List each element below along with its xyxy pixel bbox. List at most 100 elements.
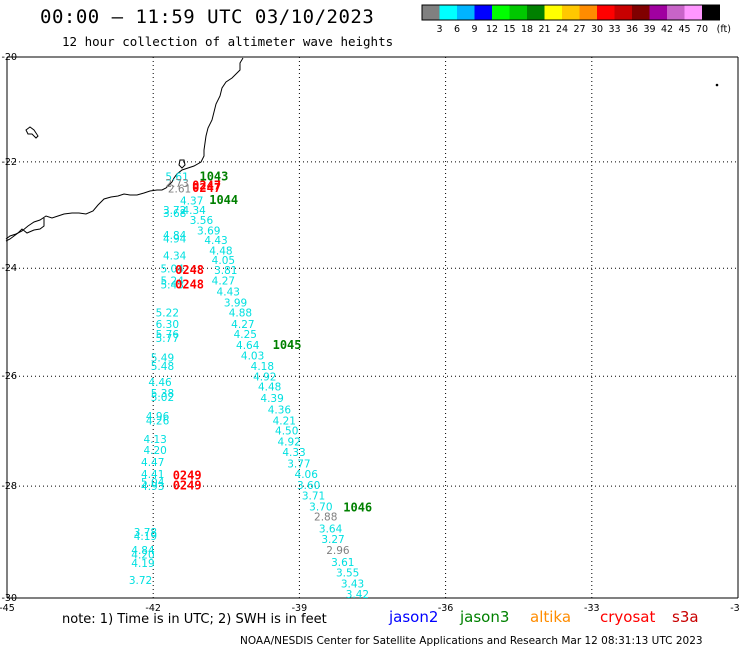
wave-height-label: 4.03 [241, 350, 264, 362]
wave-height-label: 4.50 [275, 426, 298, 438]
wave-height-label: 4.13 [143, 434, 166, 446]
wave-height-label: 2.88 [314, 512, 337, 524]
wave-height-label: 2.96 [326, 545, 350, 557]
wave-height-label: 4.84 [163, 230, 187, 242]
wave-height-label: 2.61 [168, 184, 191, 196]
legend-swatch [684, 5, 702, 20]
pass-time-label: 1043 [199, 169, 228, 183]
wave-height-label: 4.37 [180, 196, 203, 208]
wave-height-label: 3.77 [287, 458, 310, 470]
wave-height-label: 5.04 [161, 263, 185, 275]
legend-tick-label: 33 [608, 24, 620, 35]
wave-height-label: 5.24 [161, 275, 185, 287]
wave-height-label: 3.27 [321, 534, 344, 546]
legend-tick-label: 24 [556, 24, 568, 35]
wave-height-label: 4.94 [163, 234, 187, 246]
color-legend: 3 6 9 12 15 18 21 24 27 30 33 36 39 42 45 70 (ft) [421, 4, 731, 35]
pass-time-label: 0249 [173, 468, 202, 482]
wave-height-label: 4.43 [204, 235, 227, 247]
legend-swatch [649, 5, 667, 20]
wave-height-label: 3.69 [197, 226, 220, 238]
wave-height-label: 4.27 [231, 319, 254, 331]
wave-height-label: 4.33 [282, 447, 305, 459]
lagoon [178, 159, 186, 169]
wave-height-label: 2.73 [165, 178, 188, 190]
wave-height-label: 3.60 [297, 480, 320, 492]
footer-note: note: 1) Time is in UTC; 2) SWH is in fe… [62, 612, 327, 627]
wave-height-label: 4.34 [182, 205, 206, 217]
legend-swatch [579, 5, 597, 20]
pass-time-label: 0247 [192, 178, 221, 192]
legend-tick-label: 45 [678, 24, 690, 35]
coastline [5, 57, 244, 242]
legend-swatch [702, 5, 720, 20]
wave-height-label: 4.41 [141, 469, 164, 481]
page-subtitle: 12 hour collection of altimeter wave hei… [62, 34, 394, 49]
legend-tick-label: 42 [661, 24, 673, 35]
wave-height-label: 4.20 [131, 550, 154, 562]
wave-height-label: 4.88 [229, 308, 252, 320]
pass-time-label: 0247 [192, 181, 221, 195]
lat-tick-label: -20 [1, 52, 17, 63]
wave-height-label: 3.78 [134, 527, 157, 539]
legend-swatch [509, 5, 527, 20]
wave-height-label: 4.27 [212, 275, 235, 287]
wave-height-label: 4.43 [217, 287, 240, 299]
lat-lon-grid: -45 -42 -39 -36 -33 -30 -20 -22 -24 -26 -28 -30 [0, 52, 740, 614]
legend-unit: (ft) [717, 24, 731, 35]
wave-height-label: 5.48 [151, 361, 174, 373]
lon-tick-label: -36 [438, 603, 454, 614]
legend-jason2: jason2 [389, 608, 439, 626]
wave-height-label: 4.05 [212, 255, 235, 267]
lon-tick-label: -42 [145, 603, 161, 614]
legend-swatch [474, 5, 492, 20]
wave-height-label: 3.71 [302, 490, 325, 502]
coastline-brazil [5, 57, 244, 240]
wave-height-label: 5.76 [156, 329, 180, 341]
legend-tick-label: 36 [626, 24, 638, 35]
wave-height-label: 3.61 [331, 557, 354, 569]
wave-height-label: 5.43 [161, 280, 184, 292]
wave-height-label: 4.47 [141, 457, 164, 469]
wave-height-label: 5.77 [156, 333, 179, 345]
legend-tick-label: 9 [471, 24, 477, 35]
wave-height-label: 5.04 [141, 477, 165, 489]
wave-height-label: 4.21 [273, 415, 296, 427]
wave-height-label: 4.06 [295, 469, 319, 481]
wave-height-label: 5.49 [151, 353, 174, 365]
wave-height-label: 3.72 [129, 575, 152, 587]
legend-tick-label: 27 [573, 24, 585, 35]
legend-swatch [597, 5, 615, 20]
wave-height-label: 4.46 [148, 377, 172, 389]
wave-height-label: 3.99 [224, 297, 247, 309]
legend-swatch [544, 5, 562, 20]
lat-tick-label: -30 [1, 593, 17, 604]
pass-time-label: 1044 [209, 193, 238, 207]
wave-height-label: 5.38 [151, 388, 174, 400]
wave-height-label: 4.93 [141, 481, 164, 493]
legend-s3a: s3a [672, 608, 699, 626]
legend-tick-label: 30 [591, 24, 603, 35]
wave-height-label: 5.22 [156, 308, 179, 320]
lat-tick-label: -22 [1, 157, 17, 168]
legend-cryosat: cryosat [600, 608, 656, 626]
legend-swatch [632, 5, 650, 20]
pass-time-label: 1045 [273, 338, 302, 352]
wave-height-label: 4.34 [163, 251, 187, 263]
page-title: 00:00 – 11:59 UTC 03/10/2023 [40, 6, 375, 28]
wave-height-label: 5.61 [165, 171, 188, 183]
wave-height-label: 4.48 [258, 381, 281, 393]
legend-tick-label: 6 [454, 24, 460, 35]
footer-credit: NOAA/NESDIS Center for Satellite Applica… [240, 635, 703, 647]
legend-tick-label: 3 [436, 24, 442, 35]
wave-height-label: 3.72 [163, 205, 186, 217]
legend-swatch [527, 5, 545, 20]
legend-swatch [422, 5, 440, 20]
lon-tick-label: -30 [730, 603, 740, 614]
wave-height-label: 4.84 [131, 545, 155, 557]
legend-altika: altika [530, 608, 572, 626]
wave-height-label: 4.25 [234, 329, 257, 341]
wave-height-label: 4.18 [251, 361, 274, 373]
